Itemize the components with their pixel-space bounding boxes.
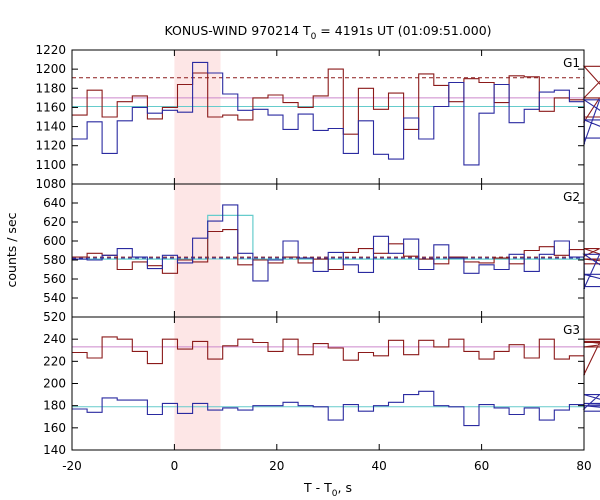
- panel-3-frame: [71, 316, 585, 451]
- panel-3-y-tick-label-220: 220: [43, 354, 66, 368]
- panel-3-y-tick-label-240: 240: [43, 332, 66, 346]
- panel-3-y-tick-label-140: 140: [43, 443, 66, 457]
- panel-2-y-tick-label-520: 520: [43, 310, 66, 324]
- panel-1-y-tick-label-1100: 1100: [35, 158, 66, 172]
- x-tick-label-0: 0: [171, 459, 179, 473]
- x-tick-label-60: 60: [474, 459, 489, 473]
- panel-2-y-tick-label-600: 600: [43, 234, 66, 248]
- panel-2-y-tick-label-540: 540: [43, 291, 66, 305]
- x-tick-label-20: 20: [269, 459, 284, 473]
- x-tick-label--20: -20: [62, 459, 82, 473]
- x-tick-label-40: 40: [372, 459, 387, 473]
- panel-2-highlight-band: [174, 184, 221, 317]
- panel-3-highlight-band: [174, 317, 221, 450]
- panel-2-y-tick-label-560: 560: [43, 272, 66, 286]
- panel-2-frame: [71, 183, 585, 318]
- panel-2-y-tick-label-640: 640: [43, 196, 66, 210]
- panel-1-y-tick-label-1220: 1220: [35, 43, 66, 57]
- plot-area: 1080 1100 1120 1140 1160 1180 1200 1220 G1 520 540…: [35, 43, 600, 473]
- panel-1-label: G1: [563, 56, 580, 70]
- panel-3-label: G3: [563, 323, 580, 337]
- panel-3-y-tick-label-160: 160: [43, 421, 66, 435]
- panel-1-y-tick-label-1080: 1080: [35, 177, 66, 191]
- panel-3-series-2-step-line: [72, 390, 600, 427]
- panel-2-series-1-step-line: [72, 229, 600, 274]
- panel-3-y-tick-label-180: 180: [43, 399, 66, 413]
- y-axis-label: counts / sec: [4, 212, 19, 287]
- chart-title: KONUS-WIND 970214 T0 = 4191s UT (01:09:5…: [164, 23, 491, 42]
- panel-2-label: G2: [563, 190, 580, 204]
- panel-1-y-tick-label-1180: 1180: [35, 81, 66, 95]
- panel-2-series-2-step-line: [72, 204, 600, 290]
- x-tick-label-80: 80: [576, 459, 591, 473]
- panel-1-y-tick-label-1160: 1160: [35, 100, 66, 114]
- panel-1-y-tick-label-1140: 1140: [35, 120, 66, 134]
- panel-1-series-1-step-line: [72, 65, 600, 135]
- panel-2-y-tick-label-580: 580: [43, 253, 66, 267]
- x-axis-label: T - T0, s: [303, 480, 352, 499]
- panel-2-y-tick-label-620: 620: [43, 215, 66, 229]
- panel-1-y-tick-label-1200: 1200: [35, 62, 66, 76]
- panel-3-series-1-step-line: [72, 336, 600, 376]
- panel-1-series-2-step-line: [72, 61, 600, 166]
- panel-1-y-tick-label-1120: 1120: [35, 139, 66, 153]
- panel-3-y-tick-label-200: 200: [43, 377, 66, 391]
